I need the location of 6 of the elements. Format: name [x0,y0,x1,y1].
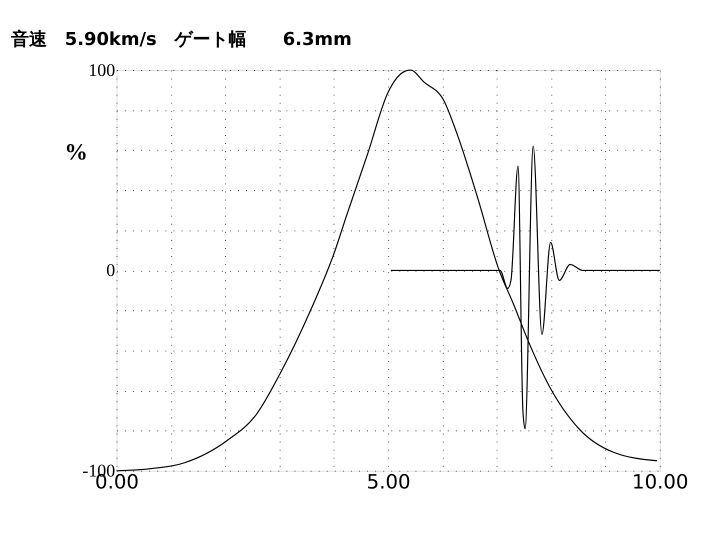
x-tick-label: 5.00 [366,470,411,494]
chart-title: 音速 5.90km/s ゲート幅 6.3mm [10,28,352,50]
y-tick-label: 0 [106,260,116,280]
x-tick-label: 10.00 [632,470,688,494]
y-tick-label: 100 [88,60,116,80]
y-axis-title: % [64,140,88,166]
